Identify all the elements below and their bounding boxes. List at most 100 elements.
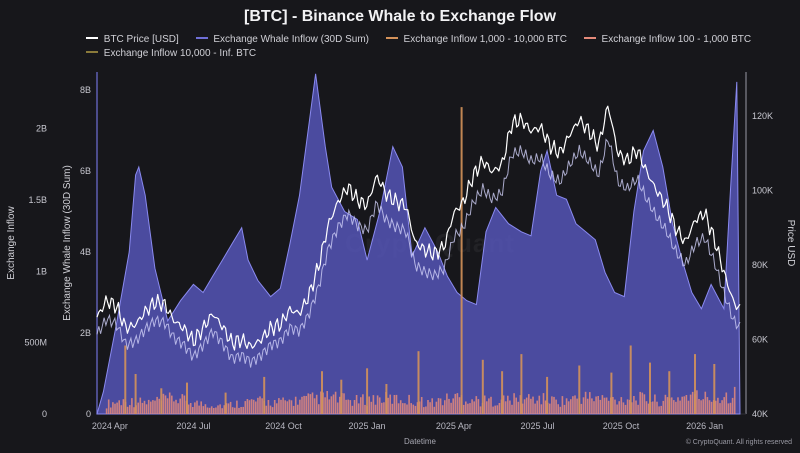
inflow-100-1000-bar: [234, 407, 236, 414]
inflow-100-1000-bar: [618, 401, 620, 414]
legend-label-inflow-1000-10000: Exchange Inflow 1,000 - 10,000 BTC: [403, 34, 567, 45]
inflow-100-1000-bar: [271, 407, 274, 414]
left-tick-label: 6B: [80, 166, 91, 176]
legend-item-inflow-1000-10000[interactable]: Exchange Inflow 1,000 - 10,000 BTC: [385, 33, 567, 47]
legend-item-whale-inflow[interactable]: Exchange Whale Inflow (30D Sum): [195, 33, 369, 47]
inflow-100-1000-bar: [483, 395, 486, 414]
inflow-100-1000-bar: [475, 396, 478, 414]
left-tick-label: 8B: [80, 85, 91, 95]
inflow-100-1000-bar: [357, 403, 360, 414]
left-tick-label: 4B: [80, 247, 91, 257]
inflow-100-1000-bar: [347, 399, 349, 414]
inflow-100-1000-bar: [374, 404, 377, 414]
inflow-100-1000-bar: [292, 405, 295, 414]
inflow-100-1000-bar: [441, 405, 444, 414]
inflow-100-1000-bar: [269, 405, 272, 414]
inflow-100-1000-bar: [677, 397, 679, 414]
inflow-100-1000-bar: [244, 401, 247, 414]
x-tick-label: 2025 Oct: [603, 421, 640, 431]
inflow-100-1000-bar: [223, 405, 226, 414]
inflow-100-1000-bar: [584, 391, 587, 414]
inflow-1000-10000-bar: [694, 354, 696, 414]
inflow-100-1000-bar: [423, 407, 425, 414]
right-tick-label: 60K: [752, 335, 768, 345]
legend-item-inflow-100-1000[interactable]: Exchange Inflow 100 - 1,000 BTC: [583, 33, 752, 47]
legend-label-whale-inflow: Exchange Whale Inflow (30D Sum): [213, 34, 369, 45]
inflow-100-1000-bar: [307, 393, 310, 414]
inflow-100-1000-bar: [553, 396, 555, 414]
inflow-100-1000-bar: [179, 398, 181, 414]
inflow-1000-10000-bar: [520, 354, 523, 414]
inflow-100-1000-bar: [696, 390, 698, 414]
right-tick-label: 80K: [752, 260, 768, 270]
legend-item-inflow-10000-inf[interactable]: Exchange Inflow 10,000 - Inf. BTC: [86, 47, 256, 61]
inflow-100-1000-bar: [492, 406, 494, 414]
inflow-100-1000-bar: [339, 396, 341, 414]
inflow-100-1000-bar: [633, 396, 635, 414]
outer-left-tick-label: 500M: [24, 338, 47, 348]
x-tick-label: 2024 Jul: [176, 421, 210, 431]
inflow-100-1000-bar: [206, 407, 209, 414]
inflow-100-1000-bar: [675, 401, 677, 414]
inflow-100-1000-bar: [139, 397, 142, 414]
inflow-1000-10000-bar: [366, 368, 369, 414]
inflow-1000-10000-bar: [385, 384, 388, 414]
inflow-100-1000-bar: [414, 405, 417, 414]
inflow-100-1000-bar: [107, 399, 110, 414]
inflow-100-1000-bar: [624, 404, 627, 414]
legend-label-inflow-100-1000: Exchange Inflow 100 - 1,000 BTC: [601, 34, 752, 45]
inflow-100-1000-bar: [318, 404, 320, 414]
inflow-100-1000-bar: [462, 404, 465, 414]
left-tick-label: 0: [86, 409, 91, 419]
inflow-100-1000-bar: [290, 400, 293, 414]
inflow-100-1000-bar: [458, 397, 461, 414]
inflow-1000-10000-bar: [340, 379, 343, 414]
legend-item-btc-price[interactable]: BTC Price [USD]: [86, 33, 179, 47]
inflow-100-1000-bar: [326, 391, 328, 414]
inflow-100-1000-bar: [158, 398, 160, 414]
inflow-1000-10000-bar: [460, 107, 463, 414]
inflow-100-1000-bar: [131, 398, 133, 414]
inflow-100-1000-bar: [133, 407, 135, 414]
inflow-100-1000-bar: [654, 394, 656, 414]
inflow-100-1000-bar: [479, 406, 482, 414]
tick-labels: 0 500M 1B 1.5B 2B 0 2B 4B 6B 8B 40K 60K 80K 100K 120K 2…: [24, 85, 773, 431]
inflow-1000-10000-bar: [481, 359, 484, 414]
inflow-100-1000-bar: [355, 395, 358, 414]
inflow-100-1000-bar: [210, 406, 213, 414]
inflow-100-1000-bar: [593, 401, 595, 414]
inflow-100-1000-bar: [150, 401, 152, 414]
inflow-100-1000-bar: [488, 398, 490, 414]
inflow-100-1000-bar: [399, 400, 402, 414]
inflow-100-1000-bar: [425, 406, 427, 414]
inflow-100-1000-bar: [294, 396, 297, 414]
inflow-100-1000-bar: [320, 391, 322, 414]
inflow-100-1000-bar: [679, 400, 681, 414]
inflow-100-1000-bar: [710, 401, 713, 414]
inflow-100-1000-bar: [204, 404, 207, 414]
inflow-100-1000-bar: [227, 403, 230, 414]
inflow-100-1000-bar: [643, 394, 646, 414]
inflow-100-1000-bar: [120, 405, 123, 414]
inflow-100-1000-bar: [689, 394, 692, 414]
inflow-100-1000-bar: [200, 401, 202, 414]
inflow-100-1000-bar: [530, 398, 532, 414]
inflow-1000-10000-bar: [546, 376, 549, 414]
inflow-100-1000-bar: [267, 400, 270, 414]
right-tick-label: 100K: [752, 186, 773, 196]
legend: BTC Price [USD] Exchange Whale Inflow (3…: [86, 33, 751, 61]
inflow-100-1000-bar: [343, 393, 345, 414]
plot-marks: [96, 72, 747, 415]
inflow-100-1000-bar: [586, 398, 589, 414]
inflow-100-1000-bar: [502, 395, 505, 414]
inflow-100-1000-bar: [305, 396, 307, 414]
inflow-100-1000-bar: [607, 400, 610, 414]
inflow-100-1000-bar: [156, 396, 158, 414]
inflow-100-1000-bar: [635, 400, 637, 414]
inflow-100-1000-bar: [297, 404, 299, 414]
outer-left-tick-label: 1B: [36, 266, 47, 276]
legend-label-inflow-10000-inf: Exchange Inflow 10,000 - Inf. BTC: [103, 48, 257, 59]
inflow-100-1000-bar: [189, 403, 192, 414]
outer-left-tick-label: 0: [42, 409, 47, 419]
inflow-100-1000-bar: [118, 400, 120, 414]
